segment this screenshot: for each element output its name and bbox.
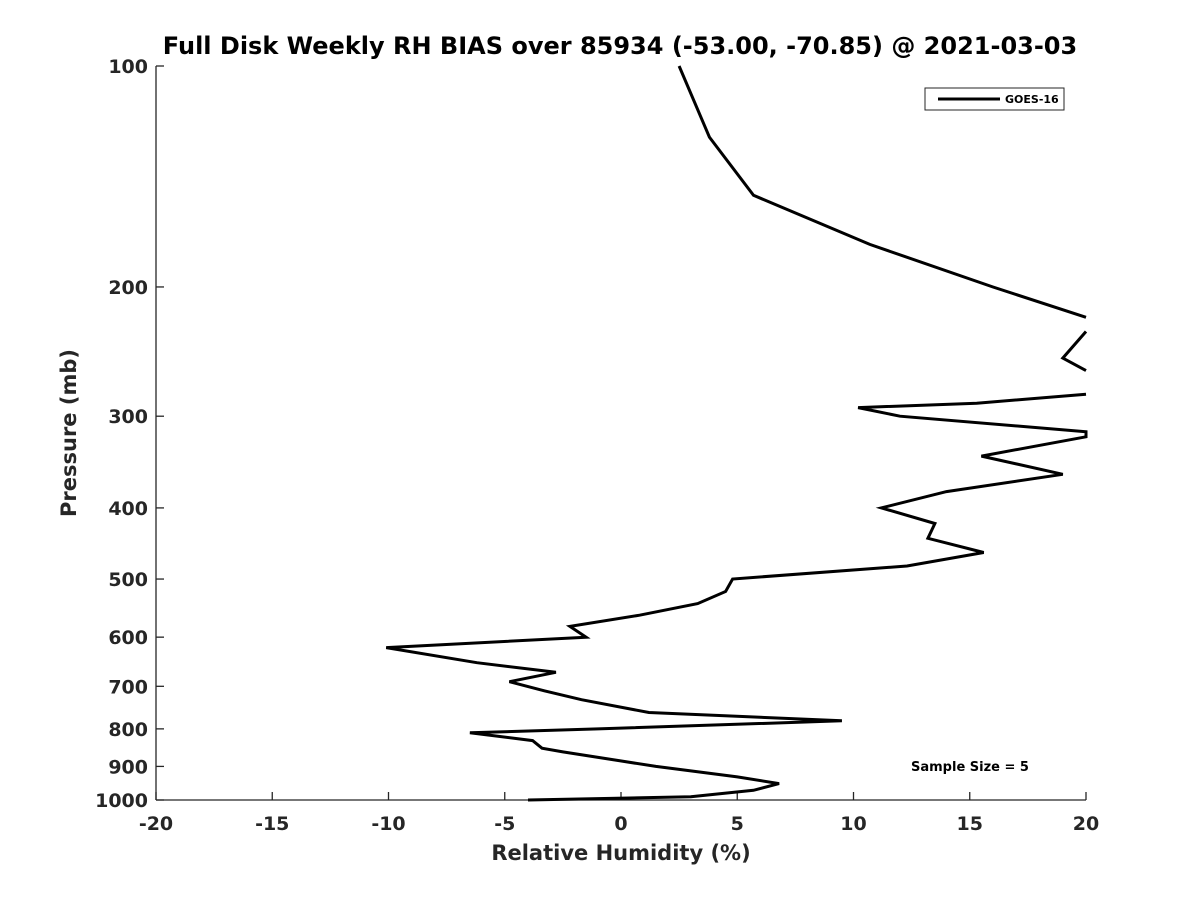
x-ticks: -20 -15 -10 -5 0 5 10 15 20: [139, 792, 1099, 835]
x-axis-label: Relative Humidity (%): [491, 841, 750, 865]
y-tick-label: 100: [108, 56, 148, 78]
legend-label: GOES-16: [1005, 93, 1059, 106]
x-tick-label: 15: [957, 813, 983, 835]
x-tick-label: -5: [494, 813, 515, 835]
x-tick-label: -15: [255, 813, 289, 835]
sample-size-annotation: Sample Size = 5: [911, 760, 1029, 775]
y-tick-label: 800: [108, 719, 148, 741]
x-tick-label: -10: [371, 813, 405, 835]
y-tick-label: 1000: [95, 790, 148, 812]
y-tick-label: 400: [108, 498, 148, 520]
legend: GOES-16: [924, 87, 1065, 111]
y-tick-label: 600: [108, 627, 148, 649]
y-tick-label: 700: [108, 676, 148, 698]
chart-title: Full Disk Weekly RH BIAS over 85934 (-53…: [163, 32, 1077, 60]
series-line-goes-16-segment-1: [677, 65, 1087, 319]
y-tick-label: 900: [108, 756, 148, 778]
x-tick-label: 0: [614, 813, 627, 835]
series-line-goes-16-segment-3: [385, 392, 1088, 802]
y-tick-label: 200: [108, 277, 148, 299]
x-tick-label: 10: [840, 813, 866, 835]
series-line-goes-16-segment-2: [1060, 330, 1088, 372]
series-layer: [385, 65, 1088, 802]
x-tick-label: 5: [731, 813, 744, 835]
x-tick-label: -20: [139, 813, 173, 835]
y-tick-label: 500: [108, 569, 148, 591]
y-ticks: 100 200 300 400 500 600 700 800 900 1000: [95, 56, 164, 812]
y-axis-label: Pressure (mb): [57, 349, 81, 517]
y-tick-label: 300: [108, 406, 148, 428]
x-tick-label: 20: [1073, 813, 1099, 835]
